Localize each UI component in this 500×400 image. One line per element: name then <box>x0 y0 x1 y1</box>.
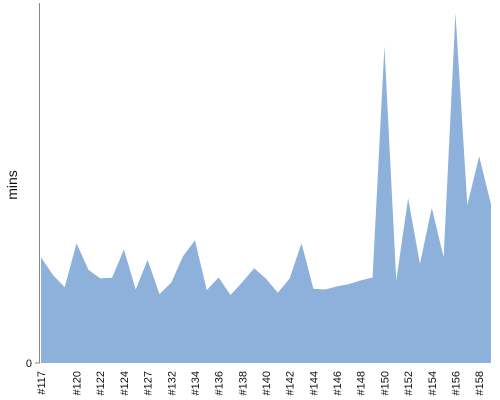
x-tick-label: #132 <box>166 371 178 395</box>
x-tick-label: #138 <box>237 371 249 395</box>
x-tick-label: #158 <box>474 371 486 395</box>
x-tick-label: #154 <box>427 371 439 395</box>
x-axis-ticks: #117 #120 #122 #124 #127 #132 #134 #136 #138 #140… <box>36 371 486 395</box>
x-tick-label: #117 <box>36 371 48 395</box>
y-axis-ticks: 0 <box>26 358 40 370</box>
plot-area <box>41 13 491 363</box>
x-tick-label: #150 <box>379 371 391 395</box>
x-tick-label: #156 <box>450 371 462 395</box>
x-tick-label: #146 <box>332 371 344 395</box>
x-tick-label: #136 <box>214 371 226 395</box>
x-tick-label: #134 <box>190 371 202 395</box>
y-tick-label: 0 <box>26 358 32 370</box>
x-tick-label: #144 <box>308 371 320 395</box>
x-tick-label: #120 <box>72 371 84 395</box>
x-tick-label: #142 <box>285 371 297 395</box>
x-tick-label: #127 <box>143 371 155 395</box>
y-axis-label: mins <box>4 170 20 200</box>
x-tick-label: #148 <box>356 371 368 395</box>
series-area <box>41 13 491 363</box>
x-tick-label: #124 <box>119 371 131 395</box>
x-tick-label: #140 <box>261 371 273 395</box>
x-tick-label: #152 <box>403 371 415 395</box>
x-tick-label: #122 <box>95 371 107 395</box>
